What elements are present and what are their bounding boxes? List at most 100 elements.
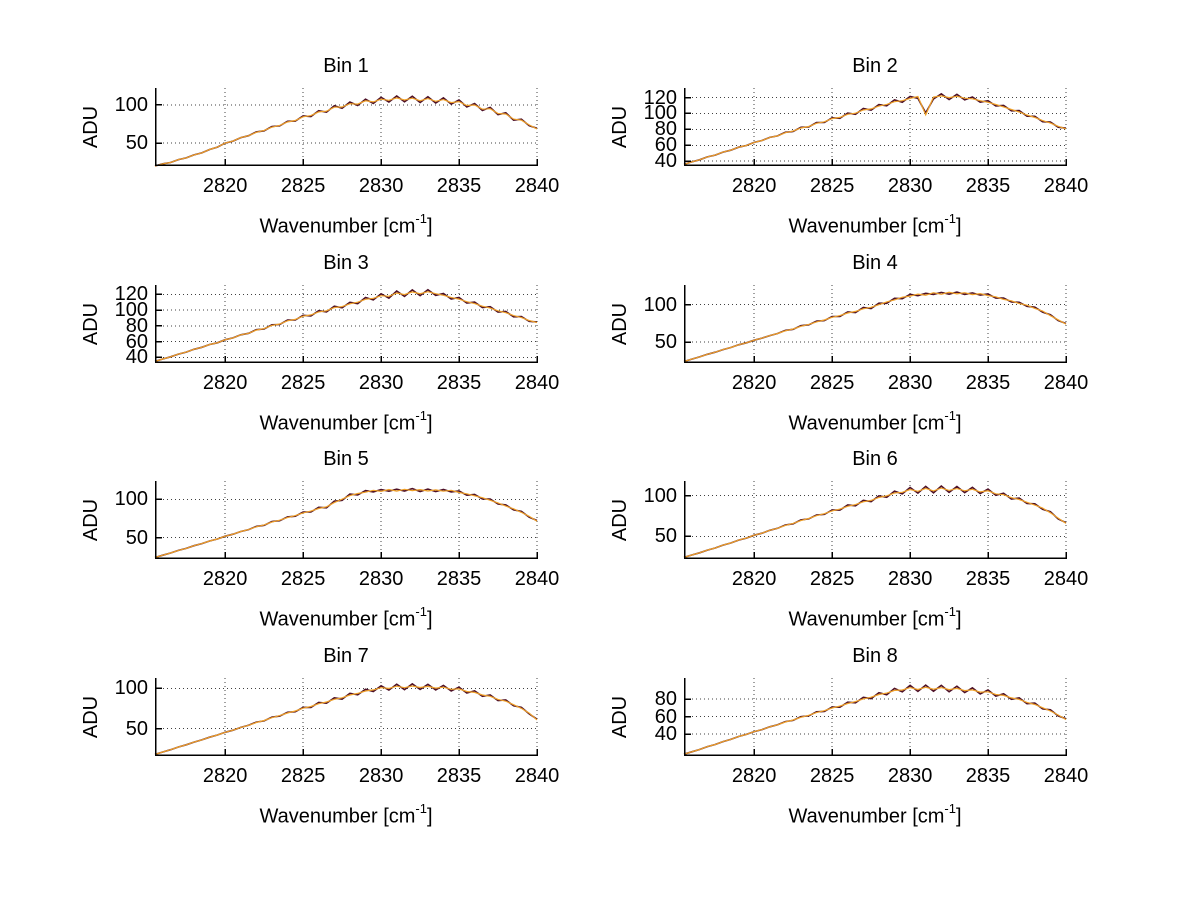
x-axis-label: Wavenumber [cm-1] [155,208,537,240]
subplot-bin-6: Bin 6 ADU Wavenumber [cm-1] 50 100 2820 282… [554,441,1088,641]
y-tick-label: 40 [125,346,148,369]
x-axis-label-sup: -1 [415,801,427,816]
subplot-title: Bin 8 [852,645,898,667]
y-tick-label: 100 [643,293,677,316]
x-axis-label-pre: Wavenumber [cm [788,805,945,828]
x-axis-label-post: ] [955,215,962,238]
y-tick-label: 100 [114,299,148,322]
x-axis-label-sup: -1 [944,801,956,816]
x-axis-label-post: ] [955,805,962,828]
plot-area [154,481,538,559]
x-tick-label: 2825 [280,568,326,590]
y-tick-label: 40 [654,723,677,746]
x-tick-label: 2825 [280,765,326,787]
x-tick-label: 2820 [731,372,777,394]
x-tick-label: 2820 [202,765,248,787]
series-main-line [154,685,538,755]
series-main-line [683,686,1067,755]
x-axis-label-pre: Wavenumber [cm [259,805,416,828]
plot-area [154,88,538,167]
x-tick-label: 2830 [887,568,933,590]
x-tick-label: 2820 [731,568,777,590]
y-tick-label: 100 [643,484,677,507]
x-axis-label-sup: -1 [944,408,956,423]
x-axis-label-pre: Wavenumber [cm [259,608,416,631]
y-tick-label: 50 [654,331,677,353]
plot-svg [154,285,538,363]
x-tick-label: 2820 [731,175,777,197]
x-tick-label: 2835 [965,568,1011,590]
plot-area [683,678,1067,756]
x-tick-label: 2830 [887,175,933,197]
series-main-line [683,291,1067,363]
y-tick-label: 100 [643,102,677,125]
x-tick-label: 2830 [887,765,933,787]
x-tick-label: 2825 [280,175,326,197]
x-tick-label: 2830 [358,568,404,590]
x-tick-label: 2830 [358,765,404,787]
x-axis-label-pre: Wavenumber [cm [788,215,945,238]
series-main-line [154,291,538,362]
subplot-title: Bin 1 [323,55,369,77]
series-main-line [154,97,538,167]
x-tick-label: 2825 [809,175,855,197]
subplot-bin-1: Bin 1 ADU Wavenumber [cm-1] 50 100 2820 282… [25,48,559,248]
x-tick-label: 2825 [809,765,855,787]
x-axis-label-sup: -1 [415,211,427,226]
x-tick-label: 2825 [809,568,855,590]
y-tick-label: 80 [654,118,677,141]
x-axis-label-post: ] [426,608,433,631]
x-tick-label: 2840 [1043,568,1089,590]
plot-svg [683,678,1067,756]
subplot-title: Bin 5 [323,448,369,470]
y-tick-label: 120 [643,86,677,109]
x-axis-label-pre: Wavenumber [cm [788,608,945,631]
subplot-title: Bin 6 [852,448,898,470]
series-main-line [154,488,538,559]
x-tick-label: 2840 [1043,175,1089,197]
subplot-title: Bin 4 [852,252,898,274]
x-axis-label-sup: -1 [944,604,956,619]
subplot-bin-2: Bin 2 ADU Wavenumber [cm-1] 40 60 80 100 120… [554,48,1088,248]
x-tick-label: 2835 [436,568,482,590]
x-tick-label: 2835 [436,175,482,197]
x-axis-label-post: ] [955,412,962,435]
series-main-line [683,487,1067,558]
x-axis-label-post: ] [955,608,962,631]
x-tick-label: 2840 [1043,372,1089,394]
plot-area [154,678,538,756]
subplot-bin-3: Bin 3 ADU Wavenumber [cm-1] 40 60 80 100 120… [25,245,559,445]
x-axis-label-sup: -1 [944,211,956,226]
x-tick-label: 2830 [358,175,404,197]
x-axis-label-sup: -1 [415,604,427,619]
y-tick-label: 60 [125,330,148,353]
x-tick-label: 2820 [202,372,248,394]
x-tick-label: 2840 [514,765,560,787]
y-tick-label: 100 [114,93,148,116]
x-tick-label: 2840 [1043,765,1089,787]
y-tick-label: 100 [114,488,148,511]
x-tick-label: 2835 [965,765,1011,787]
x-axis-label-post: ] [426,412,433,435]
series-underlay-line [683,291,1067,363]
plot-svg [683,481,1067,559]
x-tick-label: 2830 [887,372,933,394]
x-tick-label: 2825 [280,372,326,394]
subplot-title: Bin 7 [323,645,369,667]
x-axis-label-post: ] [426,805,433,828]
x-tick-label: 2840 [514,175,560,197]
x-axis-label-pre: Wavenumber [cm [259,215,416,238]
plot-svg [683,285,1067,363]
plot-svg [154,481,538,559]
x-axis-label: Wavenumber [cm-1] [684,208,1066,240]
subplot-bin-5: Bin 5 ADU Wavenumber [cm-1] 50 100 2820 282… [25,441,559,641]
plot-area [683,285,1067,363]
plot-svg [154,678,538,756]
plot-area [683,88,1067,166]
x-axis-label-post: ] [426,215,433,238]
subplot-title: Bin 3 [323,252,369,274]
y-tick-label: 80 [654,688,677,711]
y-tick-label: 50 [125,717,148,740]
y-tick-label: 60 [654,134,677,157]
